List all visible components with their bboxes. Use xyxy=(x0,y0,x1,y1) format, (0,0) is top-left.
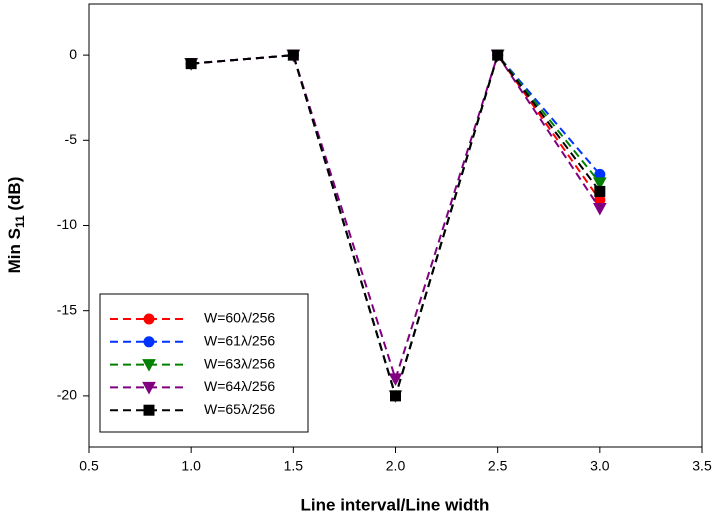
y-label-text: Min S xyxy=(5,228,24,273)
legend-label: W=61λ/256 xyxy=(204,333,275,349)
y-tick-label: 0 xyxy=(69,46,77,62)
legend-label: W=65λ/256 xyxy=(204,401,275,417)
x-tick-label: 2.0 xyxy=(386,458,406,474)
legend-marker xyxy=(143,404,155,416)
data-point xyxy=(594,185,606,197)
y-tick-label: -20 xyxy=(57,387,77,403)
legend-box xyxy=(99,293,309,433)
legend-marker xyxy=(142,381,156,395)
x-tick-label: 3.5 xyxy=(692,458,712,474)
x-tick-label: 3.0 xyxy=(590,458,610,474)
data-point xyxy=(390,390,401,402)
data-point xyxy=(592,177,607,190)
y-tick-label: -15 xyxy=(57,301,77,317)
y-label-subscript: 11 xyxy=(13,215,27,228)
y-tick-label: -10 xyxy=(57,216,77,232)
x-tick-label: 2.5 xyxy=(488,458,508,474)
x-axis-label: Line interval/Line width xyxy=(301,495,490,514)
y-tick-label: -5 xyxy=(65,131,78,147)
data-point xyxy=(287,49,299,61)
legend-label: W=63λ/256 xyxy=(204,355,275,371)
legend-marker xyxy=(143,313,155,325)
x-tick-label: 0.5 xyxy=(79,458,99,474)
x-tick-label: 1.0 xyxy=(181,458,201,474)
y-axis-label: Min S11 (dB) xyxy=(5,177,27,274)
x-tick-label: 1.5 xyxy=(284,458,304,474)
data-point xyxy=(592,202,607,216)
y-label-suffix: (dB) xyxy=(5,177,24,216)
data-point xyxy=(388,373,403,386)
legend-label: W=64λ/256 xyxy=(204,378,275,394)
data-point xyxy=(492,49,504,61)
legend-label: W=60λ/256 xyxy=(204,310,275,326)
legend-marker xyxy=(142,359,156,372)
legend-marker xyxy=(143,336,155,348)
data-point xyxy=(185,58,197,70)
